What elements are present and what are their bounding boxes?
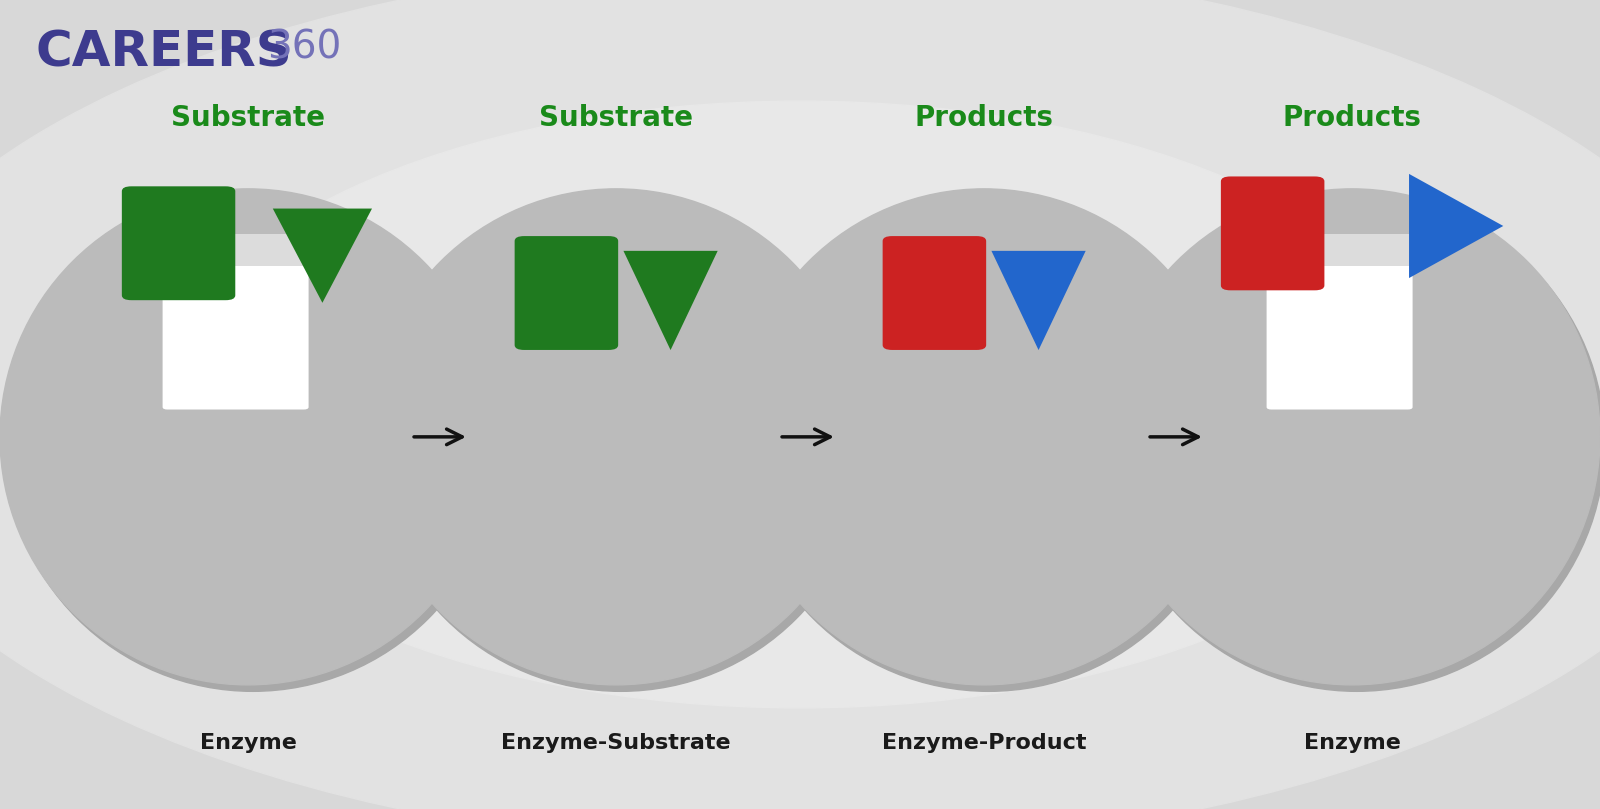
Text: Enzyme: Enzyme <box>1304 734 1400 753</box>
Ellipse shape <box>373 195 869 692</box>
FancyBboxPatch shape <box>163 256 309 409</box>
Ellipse shape <box>741 195 1237 692</box>
FancyBboxPatch shape <box>883 236 986 350</box>
FancyBboxPatch shape <box>1269 234 1411 266</box>
FancyBboxPatch shape <box>1221 176 1325 290</box>
Ellipse shape <box>368 188 864 685</box>
Text: CAREERS: CAREERS <box>35 28 291 76</box>
Polygon shape <box>123 227 168 267</box>
Text: Substrate: Substrate <box>539 104 693 132</box>
Text: Substrate: Substrate <box>171 104 325 132</box>
Polygon shape <box>992 251 1086 350</box>
Text: Enzyme: Enzyme <box>200 734 296 753</box>
Ellipse shape <box>0 188 496 685</box>
Polygon shape <box>1227 227 1272 267</box>
FancyBboxPatch shape <box>122 186 235 300</box>
Text: Products: Products <box>1283 104 1421 132</box>
Ellipse shape <box>1109 195 1600 692</box>
Text: Enzyme-Substrate: Enzyme-Substrate <box>501 734 731 753</box>
Text: Enzyme-Product: Enzyme-Product <box>882 734 1086 753</box>
Text: Products: Products <box>915 104 1053 132</box>
Text: 360: 360 <box>267 28 341 66</box>
Ellipse shape <box>736 188 1232 685</box>
FancyBboxPatch shape <box>515 236 618 350</box>
Ellipse shape <box>5 195 501 692</box>
Ellipse shape <box>1104 188 1600 685</box>
Polygon shape <box>272 209 371 303</box>
Polygon shape <box>624 251 718 350</box>
FancyBboxPatch shape <box>165 234 307 266</box>
Polygon shape <box>1410 174 1504 278</box>
FancyBboxPatch shape <box>1267 256 1413 409</box>
Ellipse shape <box>160 101 1440 708</box>
